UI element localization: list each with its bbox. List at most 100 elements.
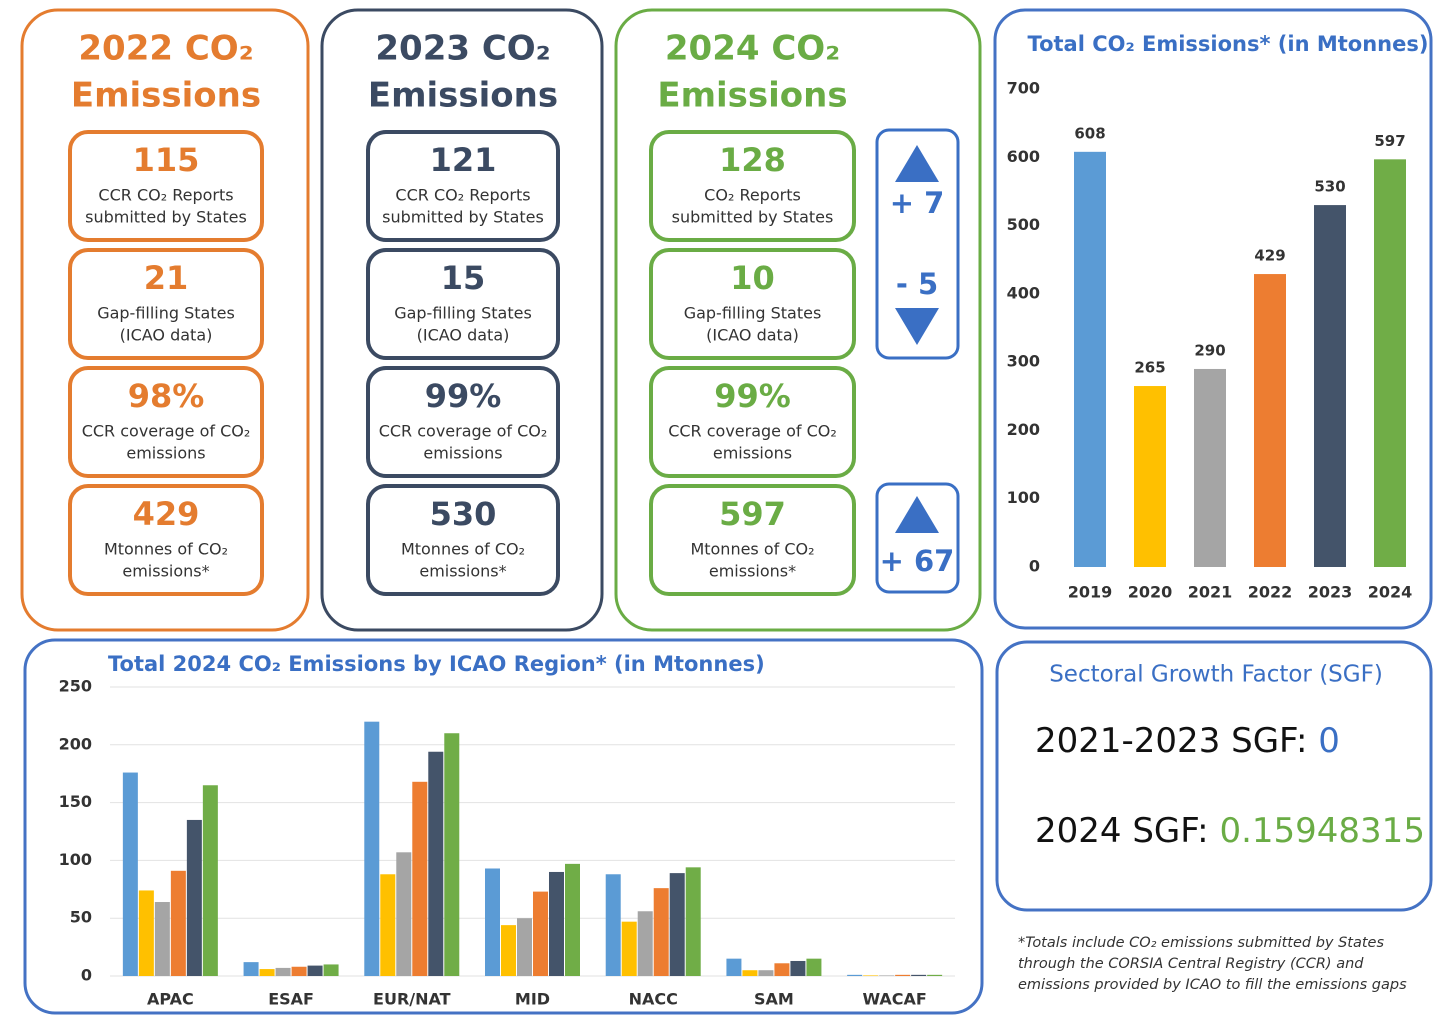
panel-title: 2024 CO₂ (665, 29, 840, 69)
x-tick-label: WACAF (862, 990, 926, 1009)
stat-label: (ICAO data) (706, 326, 799, 345)
change-value: - 5 (896, 267, 938, 301)
bar (323, 964, 339, 976)
x-tick-label: APAC (147, 990, 194, 1009)
bar (275, 967, 291, 976)
bar (605, 874, 621, 976)
bar (637, 911, 653, 976)
bar (243, 962, 259, 976)
bar (911, 974, 927, 976)
panel-title: Emissions (71, 76, 261, 116)
stat-label: CCR CO₂ Reports (98, 186, 233, 205)
y-tick-label: 50 (70, 908, 92, 927)
bar (927, 974, 943, 976)
panel-title: 2022 CO₂ (78, 29, 253, 69)
bar (1134, 386, 1166, 567)
bar (202, 785, 218, 976)
x-tick-label: SAM (754, 990, 794, 1009)
stat-card (649, 130, 856, 242)
footnote: through the CORSIA Central Registry (CCR… (1018, 956, 1364, 972)
stat-label: submitted by States (85, 208, 247, 227)
stat-label: Gap-filling States (394, 304, 532, 323)
change-value: + 7 (890, 186, 945, 220)
change-box (875, 482, 960, 594)
bar (533, 891, 548, 976)
bar (485, 868, 500, 976)
data-label: 608 (1074, 124, 1105, 142)
chart-panel (23, 638, 984, 1015)
stat-label: (ICAO data) (417, 326, 510, 345)
y-tick-label: 200 (1007, 420, 1040, 439)
stat-value: 429 (133, 495, 200, 533)
stat-card (366, 130, 560, 242)
y-tick-label: 0 (1029, 557, 1040, 576)
stat-label: emissions* (122, 562, 209, 581)
stat-card (366, 484, 560, 596)
stat-card (68, 130, 264, 242)
sgf-row: 2024 SGF: 0.15948315 (1035, 811, 1425, 851)
change-value: + 67 (880, 544, 955, 578)
stat-card (68, 248, 264, 360)
stat-value: 128 (719, 141, 786, 179)
x-tick-label: EUR/NAT (373, 990, 451, 1009)
data-label: 530 (1314, 178, 1345, 196)
stat-card (366, 248, 560, 360)
sgf-label: 2021-2023 SGF: (1035, 721, 1318, 761)
stat-value: 530 (430, 495, 497, 533)
y-tick-label: 100 (1007, 488, 1040, 507)
sgf-panel (995, 640, 1433, 912)
stat-value: 10 (730, 259, 775, 297)
bar (428, 751, 444, 976)
stat-label: CCR CO₂ Reports (395, 186, 530, 205)
bar (1194, 368, 1226, 567)
chart-title: Total CO₂ Emissions* (in Mtonnes) (1028, 32, 1429, 56)
x-tick-label: 2020 (1128, 583, 1173, 602)
bar (517, 918, 532, 976)
sgf-value: 0.15948315 (1219, 811, 1425, 851)
bar (1314, 205, 1346, 568)
stat-value: 15 (441, 259, 486, 297)
bar (154, 902, 170, 976)
bar (895, 974, 911, 976)
stat-value: 121 (430, 141, 497, 179)
bar (863, 975, 879, 976)
x-tick-label: NACC (629, 990, 678, 1009)
x-tick-label: MID (515, 990, 550, 1009)
stat-label: (ICAO data) (120, 326, 213, 345)
up-arrow (895, 496, 939, 533)
y-tick-label: 300 (1007, 352, 1040, 371)
bar (1074, 151, 1106, 567)
stat-value: 99% (714, 377, 791, 415)
bar (847, 974, 863, 976)
bar (444, 733, 460, 976)
bar (621, 921, 637, 976)
bar (380, 874, 396, 976)
bar (1254, 274, 1286, 567)
bar (1374, 159, 1406, 567)
bar (291, 966, 307, 976)
stat-label: emissions (423, 444, 502, 463)
chart-panel (993, 8, 1433, 630)
bar (259, 969, 275, 976)
data-label: 265 (1134, 359, 1165, 377)
panel-title: Emissions (368, 76, 558, 116)
bar (669, 873, 685, 976)
bar (412, 781, 428, 976)
stat-label: CCR coverage of CO₂ (82, 422, 251, 441)
footnote: emissions provided by ICAO to fill the e… (1018, 977, 1407, 993)
sgf-value: 0 (1318, 721, 1340, 761)
stat-label: submitted by States (672, 208, 834, 227)
bar (879, 975, 895, 976)
bar (307, 965, 323, 976)
x-tick-label: 2019 (1068, 583, 1113, 602)
stat-card (366, 366, 560, 478)
stat-label: Mtonnes of CO₂ (690, 540, 814, 559)
x-tick-label: 2022 (1248, 583, 1293, 602)
bar (758, 970, 774, 976)
year-panel (614, 8, 982, 632)
stat-label: Gap-filling States (684, 304, 822, 323)
stat-label: emissions* (419, 562, 506, 581)
stat-label: emissions* (709, 562, 796, 581)
stat-label: Gap-filling States (97, 304, 235, 323)
